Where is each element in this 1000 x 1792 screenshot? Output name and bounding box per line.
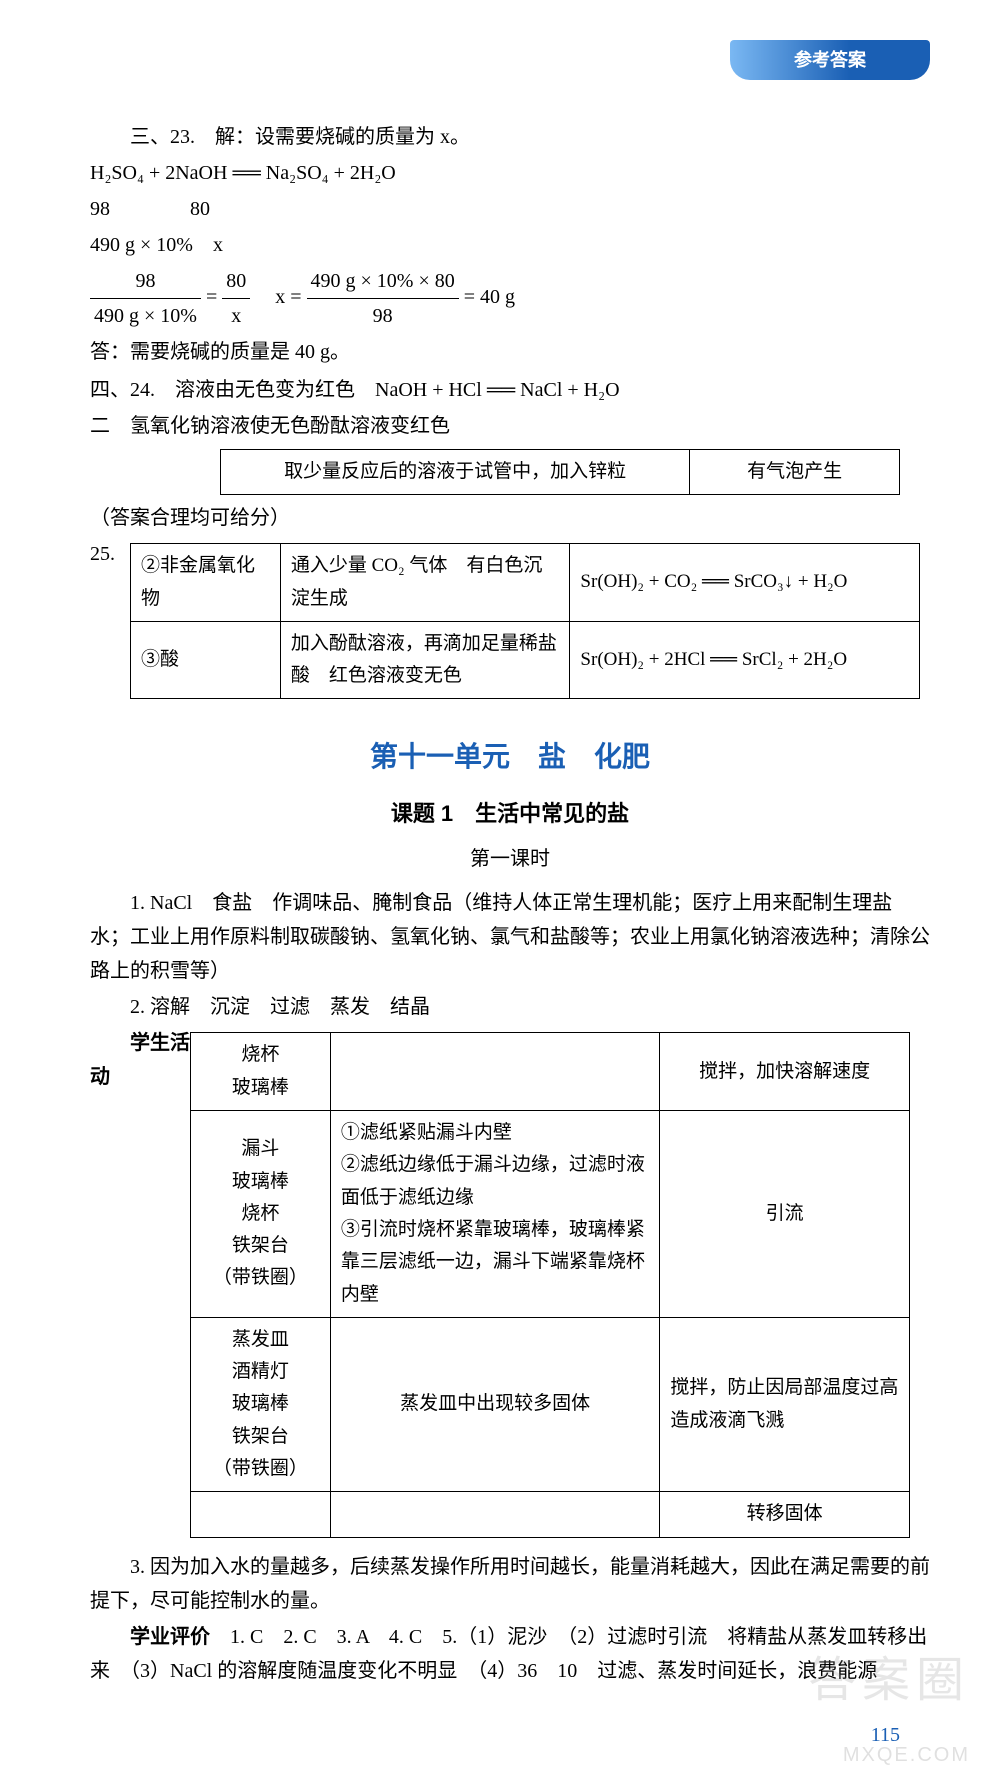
act-r2c1: 漏斗 玻璃棒 烧杯 铁架台 （带铁圈） (191, 1111, 331, 1318)
q24-cell-left: 取少量反应后的溶液于试管中，加入锌粒 (221, 450, 690, 495)
act-r2c3: 引流 (660, 1111, 910, 1318)
q25-table: ②非金属氧化物 通入少量 CO₂ 气体 有白色沉淀生成 Sr(OH)₂ + CO… (130, 543, 920, 699)
q25-r2c3: Sr(OH)₂ + 2HCl ══ SrCl₂ + 2H₂O (570, 621, 920, 699)
act-r4c2 (330, 1492, 660, 1537)
q24-line1: 四、24. 溶液由无色变为红色 NaOH + HCl ══ NaCl + H₂O (90, 373, 930, 407)
frac-lhs-den: 490 g × 10% (90, 299, 201, 333)
content-area: 三、23. 解：设需要烧碱的质量为 x。 H₂SO₄ + 2NaOH ══ Na… (90, 120, 930, 1752)
table-row: 蒸发皿 酒精灯 玻璃棒 铁架台 （带铁圈） 蒸发皿中出现较多固体 搅拌，防止因局… (191, 1317, 910, 1491)
q25-r2c1: ③酸 (131, 621, 281, 699)
eval-text: 1. C 2. C 3. A 4. C 5.（1）泥沙 （2）过滤时引流 将精盐… (90, 1626, 927, 1682)
act-r4c1 (191, 1492, 331, 1537)
q24-cell-right: 有气泡产生 (690, 450, 900, 495)
frac-rhs-den: 98 (307, 299, 459, 333)
q24-line2: 二 氢氧化钠溶液使无色酚酞溶液变红色 (90, 409, 930, 443)
frac-mid-den: x (222, 299, 250, 333)
q25-r1c1: ②非金属氧化物 (131, 544, 281, 622)
act-r1c2 (330, 1033, 660, 1111)
eval-line: 学业评价 1. C 2. C 3. A 4. C 5.（1）泥沙 （2）过滤时引… (90, 1620, 930, 1688)
ans-1: 1. NaCl 食盐 作调味品、腌制食品（维持人体正常生理机能；医疗上用来配制生… (90, 886, 930, 988)
act-r3c2: 蒸发皿中出现较多固体 (330, 1317, 660, 1491)
q25-r2c2: 加入酚酞溶液，再滴加足量稀盐酸 红色溶液变无色 (280, 621, 570, 699)
activity-label: 学生活动 (90, 1026, 190, 1094)
table-row: ③酸 加入酚酞溶液，再滴加足量稀盐酸 红色溶液变无色 Sr(OH)₂ + 2HC… (131, 621, 920, 699)
table-row: ②非金属氧化物 通入少量 CO₂ 气体 有白色沉淀生成 Sr(OH)₂ + CO… (131, 544, 920, 622)
watermark-logo: 答案圈 (808, 1640, 970, 1722)
frac-rhs: 490 g × 10% × 80 98 (307, 264, 459, 333)
header-banner: 参考答案 (730, 40, 930, 80)
frac-lhs-num: 98 (90, 264, 201, 299)
topic-title: 课题 1 生活中常见的盐 (90, 795, 930, 832)
q23-heading: 三、23. 解：设需要烧碱的质量为 x。 (90, 120, 930, 154)
q24-note: （答案合理均可给分） (90, 501, 930, 535)
x-expr: x = (255, 286, 306, 308)
q23-mass-row: 98 80 (90, 192, 930, 226)
q25-r1c3: Sr(OH)₂ + CO₂ ══ SrCO₃↓ + H₂O (570, 544, 920, 622)
eq-sign-1: = (206, 286, 222, 308)
q23-given-row: 490 g × 10% x (90, 228, 930, 262)
act-r4c3: 转移固体 (660, 1492, 910, 1537)
table-row: 烧杯 玻璃棒 搅拌，加快溶解速度 (191, 1033, 910, 1111)
q23-frac-line: 98 490 g × 10% = 80 x x = 490 g × 10% × … (90, 264, 930, 333)
ans-2: 2. 溶解 沉淀 过滤 蒸发 结晶 (90, 990, 930, 1024)
watermark-url: MXQE.COM (843, 1738, 970, 1772)
q25-r1c2: 通入少量 CO₂ 气体 有白色沉淀生成 (280, 544, 570, 622)
eval-label: 学业评价 (130, 1626, 210, 1648)
q23-answer: 答：需要烧碱的质量是 40 g。 (90, 335, 930, 369)
q23-eq1: H₂SO₄ + 2NaOH ══ Na₂SO₄ + 2H₂O (90, 156, 930, 190)
act-r3c1: 蒸发皿 酒精灯 玻璃棒 铁架台 （带铁圈） (191, 1317, 331, 1491)
table-row: 取少量反应后的溶液于试管中，加入锌粒 有气泡产生 (221, 450, 900, 495)
q23-result: = 40 g (464, 286, 515, 308)
act-r2c2: ①滤纸紧贴漏斗内壁 ②滤纸边缘低于漏斗边缘，过滤时液面低于滤纸边缘 ③引流时烧杯… (330, 1111, 660, 1318)
page-number: 115 (90, 1718, 930, 1752)
lesson-title: 第一课时 (90, 842, 930, 876)
q24-table: 取少量反应后的溶液于试管中，加入锌粒 有气泡产生 (220, 449, 900, 495)
frac-lhs: 98 490 g × 10% (90, 264, 201, 333)
table-row: 转移固体 (191, 1492, 910, 1537)
table-row: 漏斗 玻璃棒 烧杯 铁架台 （带铁圈） ①滤纸紧贴漏斗内壁 ②滤纸边缘低于漏斗边… (191, 1111, 910, 1318)
act-r3c3: 搅拌，防止因局部温度过高造成液滴飞溅 (660, 1317, 910, 1491)
header-label: 参考答案 (794, 45, 866, 76)
activity-wrap: 学生活动 烧杯 玻璃棒 搅拌，加快溶解速度 漏斗 玻璃棒 烧杯 铁架台 （带铁圈… (90, 1026, 930, 1543)
frac-rhs-num: 490 g × 10% × 80 (307, 264, 459, 299)
activity-table: 烧杯 玻璃棒 搅拌，加快溶解速度 漏斗 玻璃棒 烧杯 铁架台 （带铁圈） ①滤纸… (190, 1032, 910, 1537)
q25-label: 25. (90, 537, 130, 571)
frac-mid-num: 80 (222, 264, 250, 299)
act-r1c3: 搅拌，加快溶解速度 (660, 1033, 910, 1111)
act-r1c1: 烧杯 玻璃棒 (191, 1033, 331, 1111)
frac-mid: 80 x (222, 264, 250, 333)
ans-3: 3. 因为加入水的量越多，后续蒸发操作所用时间越长，能量消耗越大，因此在满足需要… (90, 1550, 930, 1618)
q25-wrap: 25. ②非金属氧化物 通入少量 CO₂ 气体 有白色沉淀生成 Sr(OH)₂ … (90, 537, 930, 705)
unit-title: 第十一单元 盐 化肥 (90, 733, 930, 781)
